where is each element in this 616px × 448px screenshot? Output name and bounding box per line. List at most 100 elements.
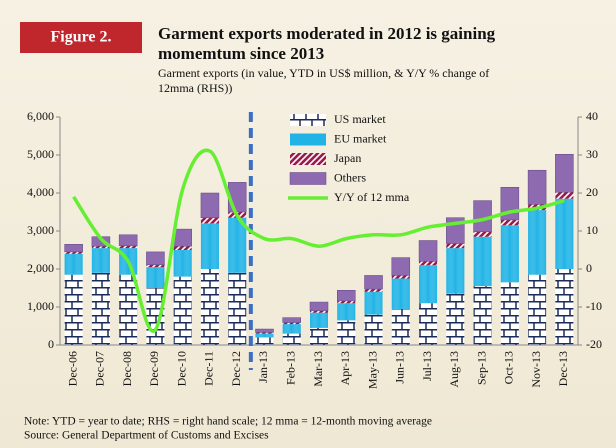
x-tick-label: Nov-13 [529,351,543,388]
bar-segment [419,261,438,266]
legend-label: Y/Y of 12 mma [334,190,410,204]
bar-shine [419,265,438,304]
bar-segment [64,251,83,254]
bar-segment [337,320,356,345]
figure-badge [20,22,142,53]
bar-segment [391,308,410,345]
bar-segment [310,327,328,345]
x-tick-label: Dec-09 [147,351,161,386]
y2-tick-label: -10 [586,299,602,313]
bar-segment [119,274,138,345]
x-tick-label: Dec-06 [65,351,79,386]
bar-shine [173,250,192,277]
bar-segment [173,228,192,247]
bar-segment [91,272,110,345]
chart-title: Garment exports moderated in 2012 is gai… [158,24,496,43]
bar-shine [200,223,219,269]
note: Note: YTD = year to date; RHS = right ha… [24,416,432,428]
legend-label: Japan [334,151,361,165]
bar-segment [364,275,383,290]
bar-segment [555,153,574,193]
bar-segment [118,234,138,247]
bar-shine [500,225,519,283]
y2-tick-label: 20 [586,185,598,199]
y-tick-label: 5,000 [27,147,54,161]
y-tick-label: 1,000 [27,299,54,313]
bar-segment [418,240,438,262]
y2-tick-label: 40 [586,109,598,123]
y-tick-label: 2,000 [27,261,54,275]
bar-segment [500,219,519,226]
bar-segment [255,332,274,334]
bar-segment [446,293,465,345]
bar-segment [173,246,192,250]
x-tick-label: Dec-12 [229,351,243,386]
chart-title: momemtum since 2013 [158,44,324,63]
x-tick-label: Aug-13 [447,351,461,388]
y2-tick-label: 0 [586,261,592,275]
bar-segment [473,286,492,345]
y-tick-label: 6,000 [27,109,54,123]
line-series [72,148,565,333]
y-tick-label: 0 [48,337,54,351]
bar-segment [473,200,492,233]
x-tick-label: Jul-13 [420,351,434,381]
bar-segment [337,300,356,304]
bar-segment [64,244,83,253]
x-tick-label: Feb-13 [283,351,297,385]
bar-shine [146,267,165,288]
y-tick-label: 4,000 [27,185,54,199]
bar-segment [391,275,410,279]
bar-segment [119,245,138,249]
x-tick-label: Oct-13 [502,351,516,384]
figure-label: Figure 2. [50,29,111,46]
bar-segment [146,251,165,266]
x-tick-label: Apr-13 [338,351,352,385]
bar-segment [527,169,547,205]
bar-segment [500,282,519,345]
bar-segment [173,276,192,345]
legend-label: Others [334,170,366,184]
legend-swatch [290,133,326,146]
bar-segment [337,290,356,302]
bar-shine [364,291,383,315]
bar-segment [310,310,328,313]
bar-shine [255,333,274,338]
x-tick-label: May-13 [365,351,379,389]
legend-swatch [290,153,326,165]
x-tick-label: Jan-13 [256,351,270,383]
bar-segment [282,322,301,325]
bar-segment [555,192,574,199]
bar-segment [282,317,301,323]
y2-tick-label: 10 [586,223,598,237]
bar-segment [419,303,438,345]
bar-segment [282,333,301,345]
bar-shine [555,198,574,269]
x-tick-label: Dec-07 [93,351,107,386]
y-tick-label: 3,000 [27,223,54,237]
bar-shine [391,278,410,309]
y2-tick-label: 30 [586,147,598,161]
bar-shine [473,236,492,287]
bar-shine [64,253,83,275]
legend-label: EU market [334,131,387,145]
bar-segment [555,269,574,345]
x-tick-label: Jun-13 [393,351,407,384]
bar-shine [337,303,356,321]
bar-shine [228,217,247,273]
note: Source: General Department of Customs an… [24,430,269,442]
bar-segment [364,314,383,345]
bar-segment [255,337,274,345]
bar-segment [309,301,329,312]
legend-swatch [290,114,326,126]
x-tick-label: Dec-11 [202,351,216,386]
bar-segment [64,274,83,345]
bar-shine [446,248,465,294]
bar-segment [255,328,274,333]
x-tick-label: Mar-13 [311,351,325,387]
bar-segment [228,272,247,345]
bar-shine [528,210,547,275]
bar-segment [364,289,383,292]
bar-shine [310,312,328,328]
